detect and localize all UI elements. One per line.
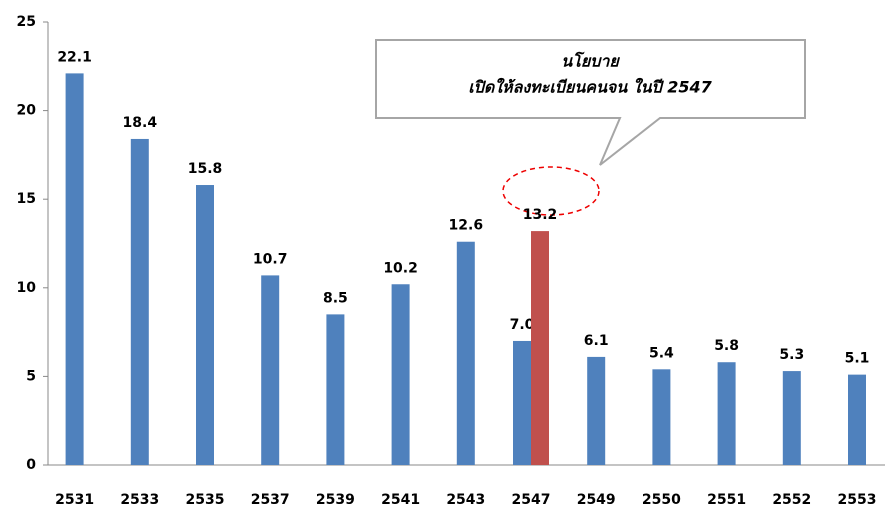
data-label: 13.2 bbox=[523, 207, 558, 223]
x-tick-label: 2531 bbox=[55, 492, 94, 508]
x-tick-label: 2537 bbox=[251, 492, 290, 508]
bar bbox=[130, 138, 149, 465]
annotation: นโยบาย bbox=[561, 52, 620, 71]
bar bbox=[261, 275, 280, 465]
data-label: 8.5 bbox=[323, 290, 348, 306]
x-tick-label: 2550 bbox=[642, 492, 681, 508]
bar bbox=[652, 369, 671, 465]
bar bbox=[326, 314, 345, 465]
data-label: 5.1 bbox=[845, 351, 870, 367]
x-tick-label: 2539 bbox=[316, 492, 355, 508]
x-tick-label: 2549 bbox=[577, 492, 616, 508]
data-label: 12.6 bbox=[449, 218, 484, 234]
data-label: 5.4 bbox=[649, 345, 674, 361]
x-tick-label: 2535 bbox=[186, 492, 225, 508]
y-tick-label: 15 bbox=[17, 191, 36, 207]
bar bbox=[717, 362, 736, 465]
data-label: 10.7 bbox=[253, 251, 288, 267]
bar bbox=[65, 73, 84, 465]
data-label: 5.3 bbox=[779, 347, 804, 363]
y-tick-label: 0 bbox=[26, 457, 36, 473]
x-tick-label: 2553 bbox=[838, 492, 877, 508]
bar bbox=[456, 241, 475, 465]
bar bbox=[513, 340, 531, 465]
data-label: 10.2 bbox=[383, 260, 418, 276]
data-label: 6.1 bbox=[584, 333, 609, 349]
highlight-ellipse bbox=[502, 166, 600, 216]
data-label: 15.8 bbox=[188, 161, 223, 177]
x-tick-label: 2541 bbox=[381, 492, 420, 508]
x-tick-label: 2543 bbox=[446, 492, 485, 508]
y-tick-label: 10 bbox=[17, 280, 37, 296]
bar bbox=[587, 356, 606, 465]
bar bbox=[782, 371, 801, 465]
y-tick-label: 5 bbox=[26, 368, 36, 384]
y-tick-label: 20 bbox=[17, 103, 37, 119]
data-label: 5.8 bbox=[714, 338, 739, 354]
bar bbox=[391, 284, 410, 465]
callout-box bbox=[375, 39, 806, 166]
x-tick-label: 2551 bbox=[707, 492, 746, 508]
annotation: เปิดให้ลงทะเบียนคนจน ในปี 2547 bbox=[468, 78, 712, 97]
x-tick-label: 2533 bbox=[120, 492, 159, 508]
bar bbox=[848, 374, 866, 465]
data-label: 18.4 bbox=[123, 115, 158, 131]
y-tick-label: 25 bbox=[17, 14, 36, 30]
data-label: 7.0 bbox=[510, 317, 535, 333]
bar bbox=[196, 185, 214, 466]
data-label: 22.1 bbox=[57, 49, 92, 65]
x-tick-label: 2552 bbox=[772, 492, 811, 508]
bar bbox=[531, 231, 549, 465]
x-tick-label: 2547 bbox=[512, 492, 551, 508]
